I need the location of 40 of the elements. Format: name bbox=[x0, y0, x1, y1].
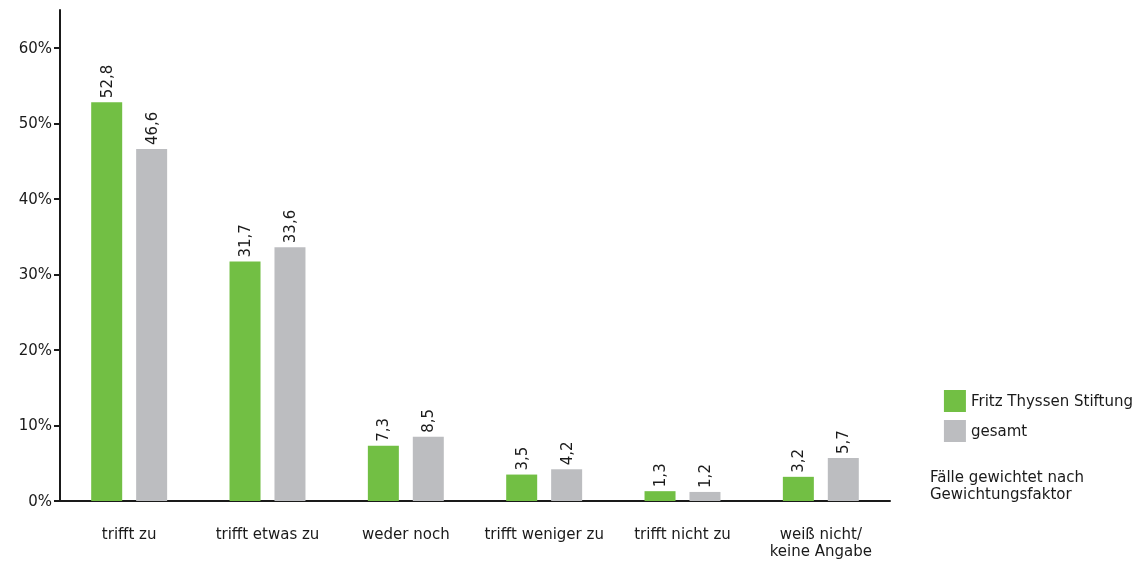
legend-label: Fritz Thyssen Stiftung bbox=[970, 392, 1133, 410]
bar bbox=[689, 491, 721, 501]
data-label: 1,2 bbox=[695, 464, 714, 488]
data-label: 52,8 bbox=[97, 64, 116, 99]
data-label: 3,5 bbox=[512, 446, 531, 471]
bar bbox=[367, 445, 399, 501]
y-tick-label: 10% bbox=[18, 416, 52, 435]
text: Fälle gewichtet nach Gewichtungsfaktor bbox=[930, 467, 1084, 503]
y-tick-label: 20% bbox=[18, 340, 52, 359]
y-tick-label: 40% bbox=[18, 189, 52, 208]
y-tick-label: 60% bbox=[18, 38, 52, 57]
legend-label: gesamt bbox=[970, 422, 1028, 440]
data-label: 3,2 bbox=[789, 448, 808, 473]
x-tick-label: trifft etwas zu bbox=[215, 524, 320, 543]
x-tick-label: trifft zu bbox=[101, 524, 157, 543]
bar bbox=[827, 457, 859, 501]
y-tick-label: 50% bbox=[18, 114, 52, 133]
x-tick-label: trifft nicht zu bbox=[634, 524, 731, 543]
bar bbox=[506, 474, 538, 501]
y-tick-label: 30% bbox=[18, 265, 52, 284]
bar bbox=[782, 476, 814, 501]
x-tick-label: weder noch bbox=[362, 524, 450, 543]
data-label: 46,6 bbox=[142, 111, 161, 145]
data-label: 7,3 bbox=[374, 418, 393, 442]
bar bbox=[551, 469, 583, 501]
y-tick-label: 0% bbox=[28, 492, 52, 510]
bar bbox=[91, 102, 123, 501]
bar bbox=[644, 491, 676, 501]
data-label: 8,5 bbox=[419, 408, 438, 433]
data-label: 5,7 bbox=[834, 430, 853, 454]
bar bbox=[229, 261, 261, 501]
x-tick-label: trifft weniger zu bbox=[484, 524, 604, 543]
bar bbox=[136, 148, 168, 501]
x-tick-label: weiß nicht/ keine Angabe bbox=[769, 524, 872, 560]
data-label: 33,6 bbox=[280, 209, 299, 244]
bar bbox=[274, 247, 306, 501]
data-label: 1,3 bbox=[651, 463, 670, 488]
data-label: 4,2 bbox=[557, 441, 576, 466]
bar bbox=[412, 436, 444, 501]
data-label: 31,7 bbox=[236, 224, 255, 258]
